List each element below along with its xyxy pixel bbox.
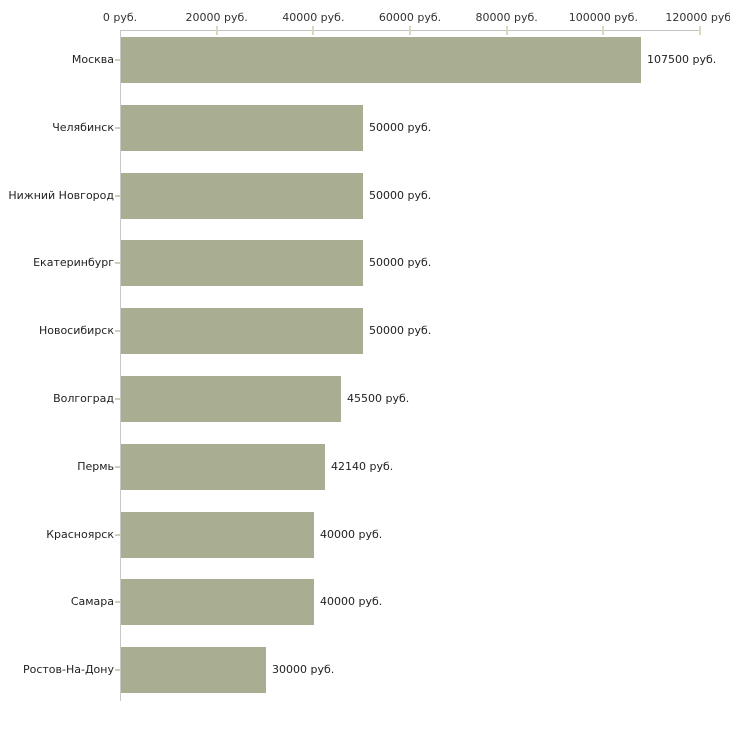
x-axis-tick-label: 80000 руб.: [475, 11, 538, 24]
category-tick-mark: [115, 601, 120, 603]
x-axis-tick-label: 40000 руб.: [282, 11, 345, 24]
bar: [121, 512, 314, 558]
x-axis-tick-label: 120000 руб.: [665, 11, 730, 24]
x-axis-tick-label: 60000 руб.: [378, 11, 442, 24]
axis-tick-mark: [215, 26, 218, 35]
category-label: Ростов-На-Дону: [22, 663, 114, 676]
category-label: Москва: [71, 53, 114, 66]
bar-value-label: 107500 руб.: [647, 53, 717, 66]
bar-value-label: 30000 руб.: [272, 663, 335, 676]
bar: [121, 444, 325, 490]
bar-row: Нижний Новгород 50000 руб.: [0, 173, 730, 219]
bar: [121, 173, 363, 219]
category-tick-mark: [115, 398, 120, 400]
category-tick-mark: [115, 127, 120, 129]
bar-value-label: 50000 руб.: [369, 189, 432, 202]
y-axis-line: [120, 30, 121, 701]
category-label: Челябинск: [52, 121, 114, 134]
category-tick-mark: [115, 195, 120, 197]
x-axis-tick-label: 20000 руб.: [185, 11, 248, 24]
category-label: Волгоград: [53, 392, 114, 405]
bar: [121, 579, 314, 625]
x-axis-tick-label: 100000 руб.: [568, 11, 638, 24]
bar-row: Екатеринбург 50000 руб.: [0, 240, 730, 286]
category-tick-mark: [115, 466, 120, 468]
bar-value-label: 50000 руб.: [369, 324, 432, 337]
bar-row: Красноярск 40000 руб.: [0, 512, 730, 558]
category-label: Самара: [70, 595, 114, 608]
bar: [121, 105, 363, 151]
bar-value-label: 50000 руб.: [369, 256, 432, 269]
category-label: Новосибирск: [38, 324, 114, 337]
category-tick-mark: [115, 59, 120, 61]
bar-value-label: 42140 руб.: [331, 460, 394, 473]
axis-tick-mark: [602, 26, 605, 35]
bar-value-label: 40000 руб.: [320, 595, 383, 608]
bar-row: Волгоград 45500 руб.: [0, 376, 730, 422]
bar-value-label: 45500 руб.: [347, 392, 410, 405]
bar-row: Пермь 42140 руб.: [0, 444, 730, 490]
bar-value-label: 50000 руб.: [369, 121, 432, 134]
bar: [121, 647, 266, 693]
category-label: Нижний Новгород: [8, 189, 114, 202]
category-label: Екатеринбург: [33, 256, 114, 269]
bar-row: Ростов-На-Дону 30000 руб.: [0, 647, 730, 693]
category-tick-mark: [115, 534, 120, 536]
bar-value-label: 40000 руб.: [320, 528, 383, 541]
bar-row: Москва 107500 руб.: [0, 37, 730, 83]
axis-tick-mark: [505, 26, 508, 35]
category-label: Пермь: [77, 460, 114, 473]
bar: [121, 37, 641, 83]
category-tick-mark: [115, 330, 120, 332]
axis-tick-mark: [409, 26, 411, 35]
category-tick-mark: [115, 669, 120, 671]
bar: [121, 240, 363, 286]
category-label: Красноярск: [46, 528, 114, 541]
bar-row: Самара 40000 руб.: [0, 579, 730, 625]
bar: [121, 376, 341, 422]
x-axis-tick-label: 0 руб.: [102, 11, 138, 24]
axis-tick-mark: [699, 26, 701, 35]
axis-tick-mark: [312, 26, 315, 35]
bar: [121, 308, 363, 354]
category-tick-mark: [115, 262, 120, 264]
bar-row: Челябинск 50000 руб.: [0, 105, 730, 151]
bar-row: Новосибирск 50000 руб.: [0, 308, 730, 354]
